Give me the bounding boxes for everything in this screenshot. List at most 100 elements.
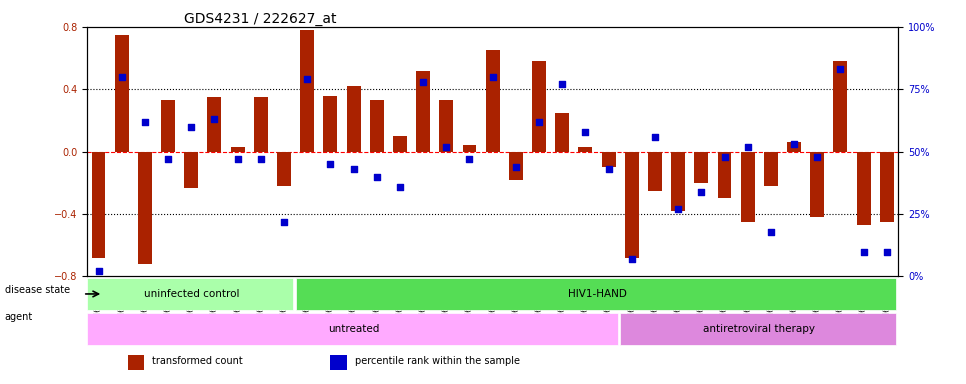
Point xyxy=(670,206,686,212)
Text: GDS4231 / 222627_at: GDS4231 / 222627_at xyxy=(185,12,337,26)
Bar xyxy=(161,100,175,152)
Point xyxy=(299,76,315,83)
Bar xyxy=(370,100,384,152)
Point xyxy=(369,174,384,180)
Text: agent: agent xyxy=(5,312,33,322)
Point xyxy=(160,156,176,162)
Point xyxy=(856,248,871,255)
Bar xyxy=(203,27,226,276)
Bar xyxy=(759,27,782,276)
Bar xyxy=(579,147,592,152)
Bar xyxy=(115,35,128,152)
Bar xyxy=(185,152,198,187)
Bar xyxy=(365,27,388,276)
Bar xyxy=(620,27,643,276)
Point xyxy=(601,166,616,172)
Bar xyxy=(226,27,249,276)
Point xyxy=(276,218,292,225)
Point xyxy=(717,154,732,160)
Bar xyxy=(272,27,296,276)
Text: antiretroviral therapy: antiretroviral therapy xyxy=(703,324,815,334)
Bar xyxy=(481,27,504,276)
Bar xyxy=(180,27,203,276)
Point xyxy=(740,144,755,150)
Point xyxy=(207,116,222,122)
Bar xyxy=(388,27,412,276)
Point xyxy=(253,156,269,162)
Bar xyxy=(695,152,708,183)
Bar xyxy=(92,152,105,258)
Bar xyxy=(416,71,430,152)
Bar xyxy=(277,152,291,186)
Text: percentile rank within the sample: percentile rank within the sample xyxy=(355,356,520,366)
Point xyxy=(392,184,408,190)
Bar xyxy=(625,152,639,258)
Point xyxy=(137,119,153,125)
Bar xyxy=(852,27,875,276)
Bar xyxy=(128,355,144,370)
Bar xyxy=(324,96,337,152)
Point xyxy=(439,144,454,150)
FancyBboxPatch shape xyxy=(296,278,896,310)
Bar xyxy=(643,27,667,276)
Point xyxy=(184,124,199,130)
Bar xyxy=(532,61,546,152)
Bar xyxy=(551,27,574,276)
FancyBboxPatch shape xyxy=(87,313,618,344)
Point xyxy=(786,141,802,147)
Bar xyxy=(509,152,523,180)
Bar xyxy=(574,27,597,276)
Bar xyxy=(527,27,551,276)
Point xyxy=(554,81,570,88)
Point xyxy=(462,156,477,162)
Point xyxy=(230,156,245,162)
Bar xyxy=(718,152,731,199)
Bar xyxy=(857,152,870,225)
Bar xyxy=(156,27,180,276)
Bar xyxy=(555,113,569,152)
Bar xyxy=(741,152,754,222)
Bar xyxy=(458,27,481,276)
Bar xyxy=(671,152,685,211)
Bar xyxy=(440,100,453,152)
Point xyxy=(323,161,338,167)
Bar xyxy=(463,146,476,152)
Bar xyxy=(880,152,894,222)
Point xyxy=(810,154,825,160)
Bar xyxy=(435,27,458,276)
Point xyxy=(531,119,547,125)
Point xyxy=(485,74,500,80)
Bar xyxy=(254,97,268,152)
Bar xyxy=(133,27,156,276)
Bar xyxy=(736,27,759,276)
Bar xyxy=(249,27,272,276)
Bar xyxy=(87,27,110,276)
Text: disease state: disease state xyxy=(5,285,70,295)
Point xyxy=(415,79,431,85)
Bar xyxy=(342,27,365,276)
Bar xyxy=(690,27,713,276)
Bar xyxy=(597,27,620,276)
Text: untreated: untreated xyxy=(327,324,380,334)
FancyBboxPatch shape xyxy=(87,278,294,310)
Bar xyxy=(300,30,314,152)
FancyBboxPatch shape xyxy=(620,313,896,344)
Point xyxy=(694,189,709,195)
Bar xyxy=(764,152,778,186)
Point xyxy=(346,166,361,172)
Bar xyxy=(875,27,898,276)
Point xyxy=(578,129,593,135)
Bar xyxy=(486,50,499,152)
Bar xyxy=(296,27,319,276)
Bar xyxy=(138,152,152,264)
Text: HIV1-HAND: HIV1-HAND xyxy=(568,289,626,299)
Bar xyxy=(834,61,847,152)
Bar xyxy=(829,27,852,276)
Point xyxy=(114,74,129,80)
Point xyxy=(763,228,779,235)
Bar xyxy=(602,152,615,167)
Bar xyxy=(110,27,133,276)
Point xyxy=(624,256,639,262)
Point xyxy=(647,134,663,140)
Bar xyxy=(787,142,801,152)
